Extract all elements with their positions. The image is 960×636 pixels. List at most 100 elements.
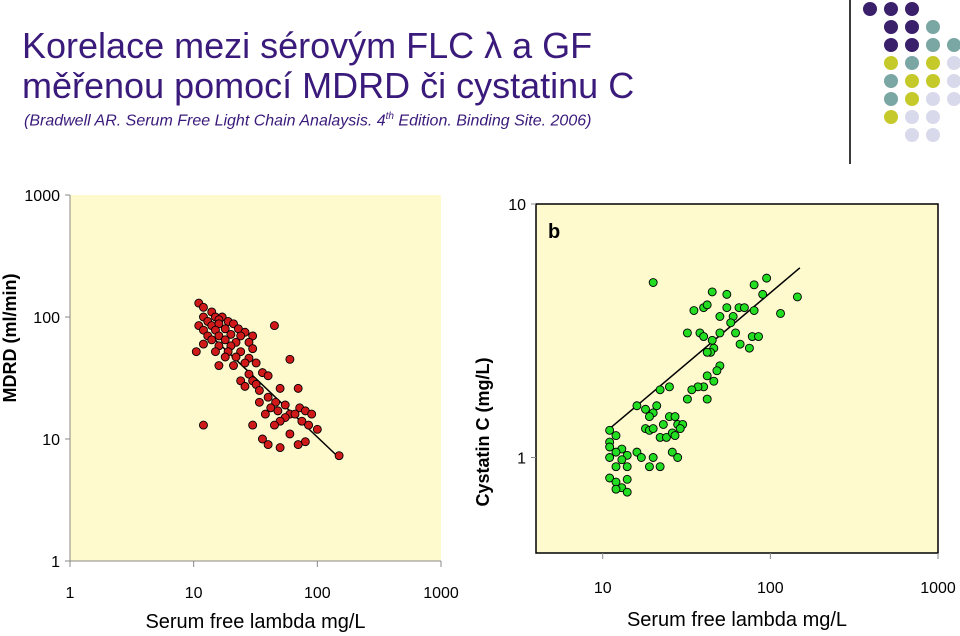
data-point bbox=[662, 432, 671, 442]
x-tick-label: 100 bbox=[304, 585, 331, 602]
data-point bbox=[673, 453, 683, 462]
data-point bbox=[199, 302, 208, 312]
y-tick-label: 1 bbox=[51, 554, 60, 571]
x-tick-label: 10 bbox=[594, 580, 612, 597]
data-point bbox=[715, 312, 725, 321]
decorative-dot bbox=[884, 110, 898, 124]
data-point bbox=[263, 440, 273, 450]
decorative-dot bbox=[947, 92, 960, 106]
data-point bbox=[275, 443, 285, 453]
decorative-dot bbox=[947, 74, 960, 88]
data-point bbox=[709, 376, 719, 386]
data-point bbox=[229, 361, 238, 370]
data-point bbox=[248, 420, 258, 430]
data-point bbox=[726, 318, 736, 328]
data-point bbox=[644, 462, 654, 472]
decorative-dot bbox=[926, 128, 940, 142]
data-point bbox=[280, 400, 290, 410]
citation: (Bradwell AR. Serum Free Light Chain Ana… bbox=[24, 111, 591, 130]
data-point bbox=[702, 347, 712, 357]
data-point bbox=[664, 382, 674, 392]
decorative-dot bbox=[905, 38, 919, 52]
x-axis-label: Serum free lambda mg/L bbox=[627, 609, 847, 631]
citation-text-end: Edition. Binding Site. 2006) bbox=[393, 112, 592, 130]
data-point bbox=[231, 352, 241, 362]
data-point bbox=[214, 331, 224, 341]
decorative-dot bbox=[905, 74, 919, 88]
plot-area bbox=[535, 203, 939, 554]
data-point bbox=[641, 404, 650, 414]
decorative-dot bbox=[926, 110, 940, 124]
y-tick-label: 10 bbox=[42, 432, 60, 449]
data-point bbox=[263, 371, 273, 381]
decorative-dot bbox=[926, 20, 940, 34]
data-point bbox=[731, 328, 741, 338]
data-point bbox=[226, 329, 236, 339]
data-point bbox=[611, 462, 621, 472]
decorative-dot bbox=[863, 2, 877, 16]
trend-line bbox=[609, 267, 801, 430]
data-point bbox=[744, 343, 754, 353]
x-tick-label: 1 bbox=[66, 585, 75, 602]
chart-cystatin: 1 10 10 100 1000 Serum free lambda mg/L Cystat… bbox=[473, 197, 956, 631]
data-point bbox=[240, 358, 250, 368]
decorative-dot bbox=[905, 128, 919, 142]
data-point bbox=[293, 383, 303, 393]
data-point bbox=[702, 394, 712, 404]
data-point bbox=[290, 409, 300, 419]
data-point bbox=[260, 409, 270, 419]
data-point bbox=[285, 429, 295, 439]
data-point bbox=[199, 339, 208, 349]
data-point bbox=[702, 300, 712, 310]
data-point bbox=[702, 371, 712, 381]
data-point bbox=[754, 332, 763, 341]
data-point bbox=[251, 358, 261, 368]
data-point bbox=[263, 392, 273, 402]
y-tick-label: 100 bbox=[33, 310, 60, 327]
data-point bbox=[273, 406, 283, 416]
y-tick-label: 1 bbox=[517, 450, 526, 467]
data-point bbox=[611, 484, 621, 494]
data-point bbox=[191, 347, 201, 357]
data-point bbox=[199, 420, 208, 430]
data-point bbox=[655, 385, 665, 395]
decorative-dot bbox=[905, 56, 919, 70]
data-point bbox=[307, 409, 317, 419]
data-point bbox=[715, 328, 725, 338]
data-point bbox=[220, 324, 230, 334]
data-point bbox=[670, 431, 680, 441]
data-point bbox=[658, 420, 668, 429]
data-point bbox=[739, 303, 749, 313]
data-point bbox=[240, 381, 250, 391]
data-point bbox=[655, 462, 665, 472]
data-point bbox=[712, 366, 722, 376]
data-point bbox=[214, 361, 224, 370]
decorative-dot bbox=[905, 20, 919, 34]
data-point bbox=[258, 434, 267, 444]
y-axis-label: MDRD (ml/min) bbox=[0, 274, 20, 403]
data-point bbox=[236, 331, 246, 341]
data-point bbox=[248, 344, 258, 354]
decorative-dot bbox=[926, 74, 940, 88]
data-point bbox=[304, 420, 314, 430]
decorative-dot bbox=[884, 92, 898, 106]
data-point bbox=[776, 309, 785, 318]
data-point bbox=[722, 289, 732, 299]
data-point bbox=[254, 397, 264, 407]
y-axis-label: Cystatin C (mg/L) bbox=[473, 357, 493, 506]
x-axis-label: Serum free lambda mg/L bbox=[145, 611, 365, 633]
title-line-1: Korelace mezi sérovým FLC λ a GF bbox=[22, 25, 593, 66]
decorative-dot bbox=[905, 92, 919, 106]
data-point bbox=[735, 339, 745, 349]
data-point bbox=[758, 289, 768, 299]
decorative-dot bbox=[947, 56, 960, 70]
decorative-dot bbox=[926, 92, 940, 106]
data-point bbox=[220, 352, 230, 362]
data-point bbox=[269, 420, 279, 430]
data-point bbox=[648, 424, 658, 434]
data-point bbox=[792, 292, 802, 302]
data-point bbox=[605, 442, 615, 452]
data-point bbox=[297, 416, 307, 426]
panel-label: b bbox=[548, 221, 560, 243]
